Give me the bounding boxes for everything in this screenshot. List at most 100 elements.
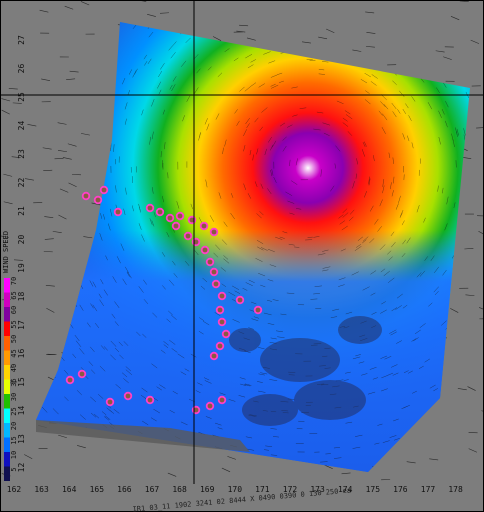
- wind-vector: [59, 188, 69, 193]
- wind-vector: [316, 111, 324, 114]
- wind-vector: [197, 382, 203, 386]
- wind-vector: [402, 304, 408, 309]
- wind-vector: [381, 301, 386, 305]
- wind-vector: [456, 128, 459, 136]
- wind-vector: [334, 457, 342, 459]
- wind-vector: [64, 5, 74, 10]
- wind-vector: [104, 415, 111, 420]
- wind-vector: [356, 158, 358, 165]
- legend-color-swatch: [4, 452, 10, 467]
- island-land: [157, 209, 163, 215]
- wind-vector: [202, 277, 208, 283]
- wind-vector: [381, 126, 386, 134]
- wind-vector: [263, 51, 271, 55]
- wind-vector: [153, 408, 161, 414]
- longitude-tick-label: 163: [34, 485, 49, 494]
- wind-vector: [279, 122, 286, 127]
- wind-vector: [74, 334, 80, 342]
- wind-vector: [143, 279, 147, 285]
- wind-vector: [251, 318, 259, 322]
- wind-vector: [245, 282, 253, 287]
- wind-vector: [272, 436, 279, 438]
- longitude-tick-label: 175: [366, 485, 381, 494]
- wind-vector: [158, 70, 163, 78]
- wind-vector: [433, 388, 438, 392]
- wind-vector: [287, 200, 295, 204]
- wind-vector: [212, 36, 222, 41]
- longitude-tick-label: 170: [228, 485, 243, 494]
- island-land: [219, 293, 225, 299]
- wind-vector: [463, 128, 466, 136]
- wind-vector: [271, 169, 274, 176]
- wind-vector: [75, 340, 82, 348]
- wind-vector: [110, 340, 117, 347]
- wind-vector: [397, 109, 401, 114]
- wind-vector: [205, 179, 208, 188]
- wind-vector: [136, 331, 141, 337]
- wind-vector: [214, 312, 221, 316]
- wind-vector: [160, 62, 165, 70]
- legend-tick-label: 15: [10, 436, 18, 444]
- island-land: [217, 343, 223, 349]
- wind-vector: [8, 88, 18, 90]
- wind-vector: [114, 347, 120, 353]
- island-land: [185, 233, 191, 239]
- wind-vector: [126, 272, 130, 277]
- low-wind-patches: [229, 316, 382, 426]
- wind-vector: [168, 279, 175, 286]
- wind-vector: [371, 74, 378, 79]
- wind-vector: [249, 309, 255, 312]
- legend-color-swatch: [4, 321, 10, 336]
- wind-vector: [416, 205, 420, 213]
- wind-vector: [58, 214, 67, 220]
- wind-vector: [394, 438, 400, 441]
- wind-vector: [131, 176, 134, 184]
- wind-vector: [247, 193, 252, 199]
- latitude-axis: 27 26 25 24 23 22 21 20 19 18 17 16 15 14 13 12: [17, 35, 26, 472]
- legend-tick-label: 40: [10, 364, 18, 372]
- wind-vector: [368, 178, 371, 186]
- wind-vector: [395, 203, 399, 210]
- wind-vector: [342, 122, 349, 127]
- wind-vector: [238, 395, 246, 398]
- wind-vector: [151, 131, 154, 140]
- island-land: [237, 297, 243, 303]
- latitude-tick-label: 16: [17, 349, 26, 359]
- wind-vector: [383, 104, 389, 110]
- wind-vector: [289, 212, 295, 215]
- wind-vector: [277, 336, 285, 338]
- wind-vector: [257, 381, 263, 383]
- wind-vector: [263, 449, 269, 451]
- wind-vector: [434, 290, 439, 296]
- wind-vector: [380, 309, 387, 314]
- wind-vector: [339, 220, 346, 225]
- wind-vector: [100, 345, 105, 350]
- wind-vector: [403, 404, 410, 409]
- wind-vector: [100, 279, 104, 285]
- wind-vector: [254, 117, 259, 123]
- longitude-tick-label: 177: [421, 485, 436, 494]
- wind-vector: [399, 212, 403, 218]
- wind-vector: [79, 304, 84, 311]
- wind-vector: [382, 440, 390, 443]
- wind-vector: [374, 442, 380, 445]
- wind-vector: [435, 50, 445, 53]
- wind-vector: [342, 208, 348, 214]
- wind-vector: [370, 81, 377, 86]
- wind-vector: [144, 61, 148, 66]
- wind-vector: [296, 208, 302, 210]
- legend-tick-label: 60: [10, 306, 18, 314]
- wind-vector: [222, 147, 224, 155]
- wind-vector: [169, 84, 173, 90]
- wind-vector: [462, 156, 472, 160]
- wind-vector: [149, 218, 153, 226]
- wind-vector: [193, 54, 199, 60]
- wind-vector: [380, 355, 388, 359]
- wind-vector: [445, 100, 449, 108]
- wind-vector: [168, 310, 173, 316]
- wind-vector: [381, 374, 389, 379]
- wind-vector: [315, 307, 322, 310]
- wind-vector: [169, 339, 176, 345]
- wind-vector: [127, 89, 131, 96]
- wind-vector: [330, 316, 338, 319]
